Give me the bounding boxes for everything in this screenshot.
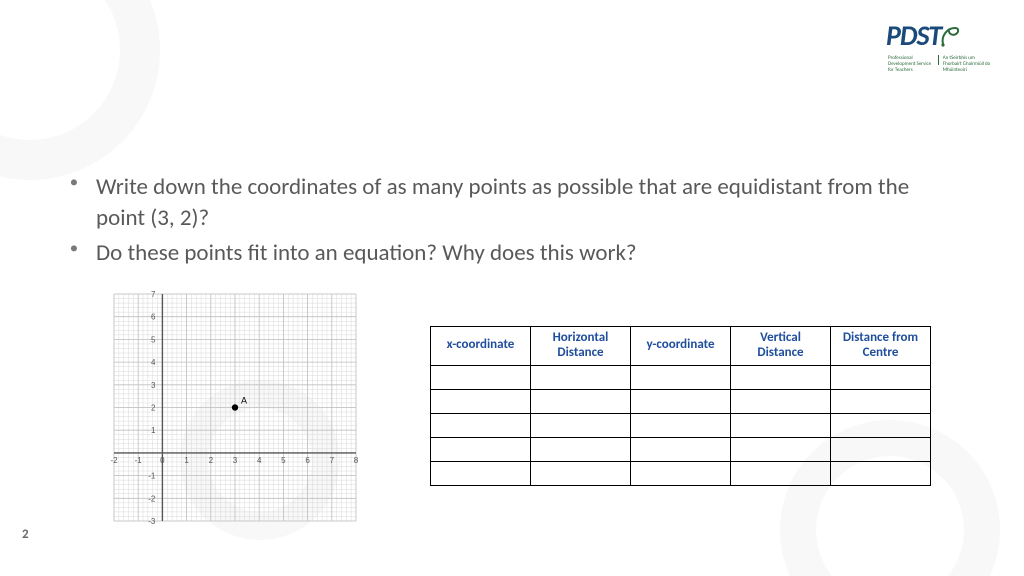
svg-text:4: 4 [257,456,262,465]
svg-text:7: 7 [330,456,335,465]
svg-text:A: A [241,396,247,406]
table-cell [831,437,931,461]
svg-text:3: 3 [233,456,238,465]
table-cell [531,437,631,461]
logo-subtitle: Professional Development Service for Tea… [886,55,996,73]
bullet-item: Do these points fit into an equation? Wh… [70,238,944,269]
svg-text:5: 5 [151,335,156,344]
table-cell [731,413,831,437]
table-row [431,389,931,413]
svg-text:8: 8 [354,456,359,465]
table-header: y-coordinate [631,327,731,366]
svg-text:3: 3 [151,381,156,390]
svg-text:1: 1 [184,456,189,465]
svg-text:7: 7 [151,290,156,299]
table-cell [431,461,531,485]
table-cell [631,389,731,413]
table-cell [631,461,731,485]
table-header: Distance from Centre [831,327,931,366]
table-row [431,461,931,485]
svg-text:6: 6 [151,313,156,322]
table-row [431,365,931,389]
svg-text:1: 1 [151,426,156,435]
table-cell [831,389,931,413]
bullet-list: Write down the coordinates of as many po… [70,172,944,273]
table-header: Vertical Distance [731,327,831,366]
table-row [431,413,931,437]
pdst-logo: PDST Professional Development Service fo… [886,22,996,73]
svg-text:5: 5 [281,456,286,465]
coordinate-table: x-coordinateHorizontal Distancey-coordin… [430,326,931,486]
table-cell [831,461,931,485]
table-cell [431,389,531,413]
logo-text: PDST [886,22,941,50]
svg-text:-3: -3 [148,517,156,525]
table-cell [631,413,731,437]
svg-text:-1: -1 [135,456,143,465]
table-cell [731,389,831,413]
svg-text:-2: -2 [110,456,118,465]
slide: PDST Professional Development Service fo… [0,0,1024,576]
bullet-item: Write down the coordinates of as many po… [70,172,944,234]
table-row [431,437,931,461]
table-cell [531,389,631,413]
svg-text:-1: -1 [148,472,156,481]
table-cell [731,437,831,461]
table-cell [631,437,731,461]
page-number: 2 [22,527,29,542]
table-header: x-coordinate [431,327,531,366]
table-cell [531,365,631,389]
bg-ring [0,0,160,180]
table-cell [531,413,631,437]
table-cell [431,437,531,461]
svg-text:6: 6 [305,456,310,465]
table-header: Horizontal Distance [531,327,631,366]
svg-text:2: 2 [209,456,214,465]
table-cell [831,365,931,389]
table-cell [731,365,831,389]
logo-swirl-icon [939,22,961,53]
svg-text:4: 4 [151,358,156,367]
svg-text:2: 2 [151,404,156,413]
table-cell [831,413,931,437]
table-cell [431,413,531,437]
svg-text:0: 0 [160,456,165,465]
svg-text:-2: -2 [148,494,156,503]
coordinate-graph: -2 -1 0 1 2 3 4 5 6 7 8 -3 -2 -1 1 2 3 4 5 6 7 A [110,290,360,525]
table-cell [431,365,531,389]
table-cell [631,365,731,389]
table-cell [531,461,631,485]
table-cell [731,461,831,485]
